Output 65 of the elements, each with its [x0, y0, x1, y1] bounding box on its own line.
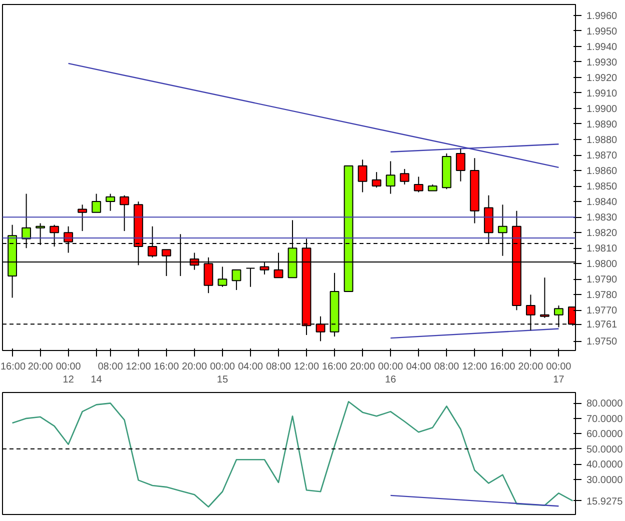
y-tick-label: 1.9770: [586, 306, 618, 317]
y-tick-label: 1.9910: [586, 88, 618, 100]
y-tick-label: 1.9960: [586, 10, 618, 22]
candlestick: [232, 269, 242, 290]
candlestick: [414, 176, 424, 193]
candlestick: [218, 266, 228, 288]
y-tick-label: 1.9920: [586, 72, 618, 84]
y-tick-label: 1.9900: [586, 104, 618, 115]
y-tick-label: 80.0000: [586, 398, 624, 410]
ref-line-label: 1.9761: [586, 320, 618, 331]
y-tick-label: 1.9810: [586, 244, 618, 255]
x-tick-label: 20:00: [28, 362, 54, 372]
x-tick-label: 12:00: [126, 362, 152, 372]
x-tick-label: 04:00: [406, 362, 432, 372]
y-tick-label: 1.9780: [586, 290, 618, 302]
x-tick-label: 00:00 15: [210, 362, 236, 386]
candlestick: [400, 168, 410, 185]
y-tick-label: 40.0000: [586, 460, 624, 471]
y-tick-label: 1.9790: [586, 274, 618, 286]
y-tick-label: 1.9950: [586, 26, 618, 38]
candlestick: [456, 148, 466, 182]
y-tick-label: 50.0000: [586, 444, 624, 456]
x-tick-label: 16:00: [322, 362, 348, 372]
x-tick-label: 08:00: [266, 362, 292, 372]
candlestick: [246, 268, 256, 288]
y-tick-label: 1.9930: [586, 57, 618, 68]
candlestick: [540, 277, 550, 318]
candlestick: [92, 193, 102, 213]
x-tick-label: 16:00: [490, 362, 516, 372]
y-tick-label: 1.9870: [586, 150, 618, 162]
y-tick-label: 1.9850: [586, 182, 618, 193]
y-tick-label: 1.9840: [586, 197, 618, 208]
y-tick-label: 1.9940: [586, 42, 618, 53]
x-tick-label: 00:00 17: [546, 362, 572, 386]
y-tick-label: 1.9890: [586, 119, 618, 130]
y-tick-label: 1.9820: [586, 228, 618, 240]
y-tick-label: 1.9750: [586, 336, 618, 348]
candlestick: [120, 194, 130, 232]
x-tick-label: 20:00: [518, 362, 544, 372]
x-tick-label: 04:00: [238, 362, 264, 372]
y-tick-label: 15.9275: [586, 496, 624, 508]
y-tick-label: 60.0000: [586, 429, 624, 440]
x-tick-label: 12:00: [462, 362, 488, 372]
candlestick: [358, 159, 368, 193]
x-tick-label: 16:00: [154, 362, 180, 372]
x-tick-label: 12:00: [294, 362, 320, 372]
y-tick-label: 1.9860: [586, 166, 618, 178]
y-tick-label: 1.9800: [586, 259, 618, 270]
candlestick: [78, 204, 88, 232]
y-tick-label: 70.0000: [586, 414, 624, 425]
x-tick-label: 08:00: [434, 362, 460, 372]
x-tick-label: 20:00: [182, 362, 208, 372]
candlestick: [372, 172, 382, 188]
x-tick-label: 00:00 16: [378, 362, 404, 386]
line-series: [12, 401, 574, 508]
x-tick-label: 14: [90, 374, 102, 386]
x-tick-label: 20:00: [350, 362, 376, 372]
y-tick-label: 1.9830: [586, 212, 618, 224]
y-tick-label: 30.0000: [586, 474, 624, 486]
x-tick-label: 16:00: [0, 362, 26, 372]
x-tick-label: 00:00 12: [56, 362, 82, 386]
x-tick-label: 08:00: [98, 362, 124, 372]
candlestick: [386, 160, 396, 194]
y-tick-label: 1.9880: [586, 134, 618, 146]
candlestick: [106, 193, 116, 212]
